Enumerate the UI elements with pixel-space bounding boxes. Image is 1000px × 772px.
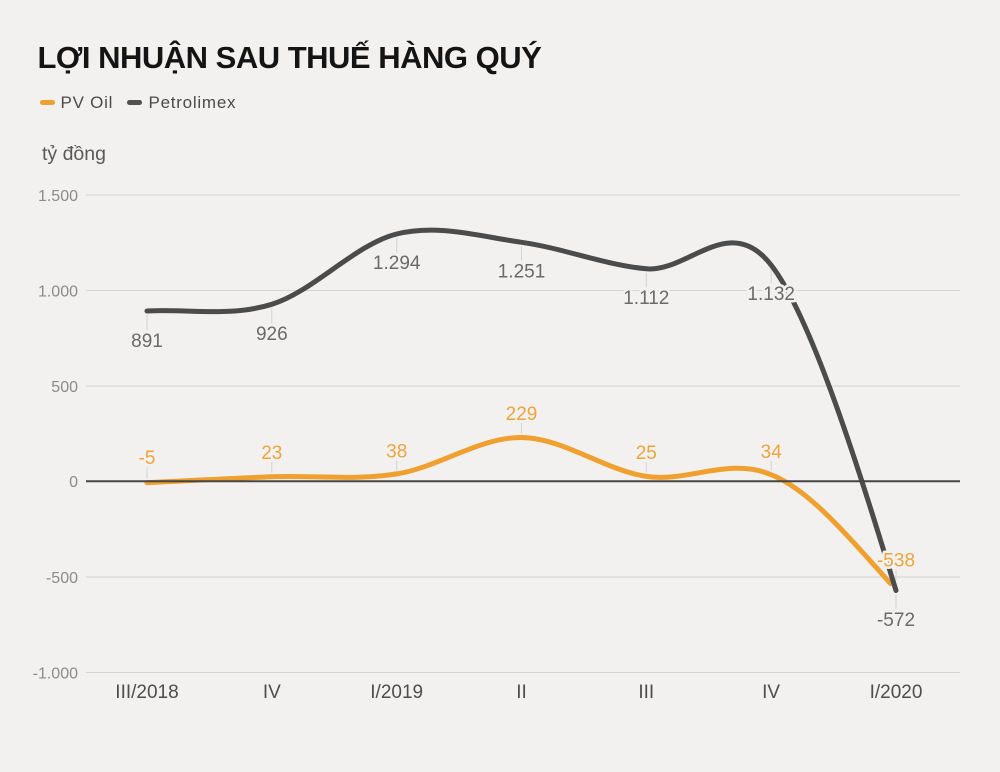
svg-text:-5: -5 [139,448,156,469]
svg-text:III/2018: III/2018 [115,682,178,703]
svg-text:23: 23 [261,443,282,464]
svg-text:891: 891 [131,331,163,352]
svg-text:IV: IV [263,682,281,703]
svg-text:1.112: 1.112 [623,288,669,309]
svg-text:1.000: 1.000 [38,283,78,300]
svg-text:I/2019: I/2019 [370,682,423,703]
svg-text:-572: -572 [877,610,915,631]
svg-text:1.132: 1.132 [747,284,795,305]
svg-text:II: II [516,682,527,703]
svg-text:0: 0 [69,474,78,491]
svg-text:34: 34 [761,442,783,463]
svg-text:500: 500 [51,379,78,396]
svg-text:III: III [638,682,654,703]
svg-text:229: 229 [506,404,538,425]
svg-text:I/2020: I/2020 [870,682,923,703]
svg-text:1.294: 1.294 [373,253,421,274]
svg-text:38: 38 [386,441,407,462]
svg-text:25: 25 [636,443,657,464]
svg-text:IV: IV [762,682,780,703]
svg-text:926: 926 [256,324,288,345]
svg-text:-500: -500 [46,570,78,587]
svg-text:1.500: 1.500 [38,188,78,205]
svg-text:-1.000: -1.000 [33,665,78,682]
svg-text:-538: -538 [877,550,915,571]
svg-text:1.251: 1.251 [498,261,546,282]
